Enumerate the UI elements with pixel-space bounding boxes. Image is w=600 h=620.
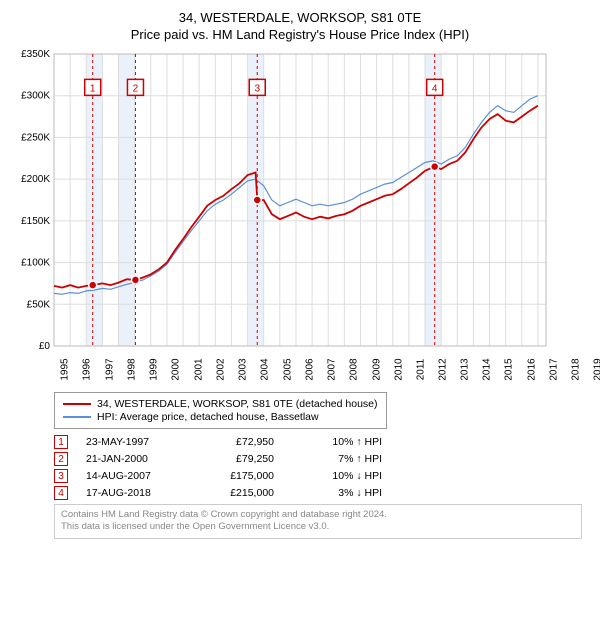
chart-title-2: Price paid vs. HM Land Registry's House …	[12, 27, 588, 42]
svg-text:3: 3	[254, 83, 260, 94]
legend-label: HPI: Average price, detached house, Bass…	[97, 411, 319, 423]
sale-price: £72,950	[204, 436, 274, 448]
sale-pct-vs-hpi: 10% ↑ HPI	[292, 436, 382, 448]
sale-date: 17-AUG-2018	[86, 487, 186, 499]
x-tick-label: 1999	[143, 350, 165, 388]
x-tick-label: 1998	[121, 350, 143, 388]
svg-text:£350K: £350K	[21, 50, 50, 60]
sale-row: 3 14-AUG-2007 £175,000 10% ↓ HPI	[54, 469, 582, 483]
line-chart-svg: £0 £50K £100K £150K £200K £250K £300K £350K 1 2 3 4	[12, 50, 552, 350]
chart-plot: £0 £50K £100K £150K £200K £250K £300K £350K 1 2 3 4…	[12, 50, 588, 388]
legend-item: HPI: Average price, detached house, Bass…	[63, 411, 378, 423]
x-tick-label: 2003	[232, 350, 254, 388]
x-tick-label: 2014	[476, 350, 498, 388]
sale-row: 2 21-JAN-2000 £79,250 7% ↑ HPI	[54, 452, 582, 466]
sale-date: 23-MAY-1997	[86, 436, 186, 448]
x-tick-label: 2013	[454, 350, 476, 388]
chart-title-1: 34, WESTERDALE, WORKSOP, S81 0TE	[12, 10, 588, 25]
sale-price: £175,000	[204, 470, 274, 482]
x-tick-label: 2015	[498, 350, 520, 388]
sale-marker-box: 1	[54, 435, 68, 449]
x-tick-label: 2002	[210, 350, 232, 388]
data-attribution-footer: Contains HM Land Registry data © Crown c…	[54, 504, 582, 539]
x-tick-label: 1995	[54, 350, 76, 388]
x-tick-label: 2010	[388, 350, 410, 388]
svg-text:£200K: £200K	[21, 174, 50, 185]
svg-text:£50K: £50K	[27, 299, 51, 310]
svg-text:2: 2	[133, 83, 139, 94]
x-tick-label: 2016	[521, 350, 543, 388]
sale-pct-vs-hpi: 3% ↓ HPI	[292, 487, 382, 499]
x-tick-label: 2012	[432, 350, 454, 388]
x-tick-label: 2005	[277, 350, 299, 388]
footer-line-2: This data is licensed under the Open Gov…	[61, 521, 575, 533]
x-tick-label: 2008	[343, 350, 365, 388]
x-tick-label: 1996	[76, 350, 98, 388]
x-tick-label: 2007	[321, 350, 343, 388]
x-tick-label: 2000	[165, 350, 187, 388]
legend-swatch	[63, 403, 91, 405]
sale-price: £215,000	[204, 487, 274, 499]
footer-line-1: Contains HM Land Registry data © Crown c…	[61, 509, 575, 521]
svg-text:£0: £0	[39, 341, 51, 350]
svg-text:4: 4	[432, 83, 438, 94]
x-tick-label: 2019	[587, 350, 600, 388]
x-tick-label: 2017	[543, 350, 565, 388]
sale-marker-box: 4	[54, 486, 68, 500]
sales-table: 1 23-MAY-1997 £72,950 10% ↑ HPI 2 21-JAN…	[54, 435, 582, 500]
x-axis-labels: 1995199619971998199920002001200220032004…	[54, 350, 582, 388]
sale-row: 1 23-MAY-1997 £72,950 10% ↑ HPI	[54, 435, 582, 449]
sale-marker-box: 2	[54, 452, 68, 466]
x-tick-label: 2006	[299, 350, 321, 388]
sale-price: £79,250	[204, 453, 274, 465]
sale-date: 14-AUG-2007	[86, 470, 186, 482]
svg-text:£150K: £150K	[21, 216, 50, 227]
svg-text:£100K: £100K	[21, 258, 50, 269]
sale-row: 4 17-AUG-2018 £215,000 3% ↓ HPI	[54, 486, 582, 500]
sale-pct-vs-hpi: 10% ↓ HPI	[292, 470, 382, 482]
sale-pct-vs-hpi: 7% ↑ HPI	[292, 453, 382, 465]
x-tick-label: 2004	[254, 350, 276, 388]
x-tick-label: 2018	[565, 350, 587, 388]
x-tick-label: 2011	[410, 350, 432, 388]
legend-item: 34, WESTERDALE, WORKSOP, S81 0TE (detach…	[63, 398, 378, 410]
chart-legend: 34, WESTERDALE, WORKSOP, S81 0TE (detach…	[54, 392, 387, 429]
svg-text:£250K: £250K	[21, 132, 50, 143]
x-tick-label: 2009	[366, 350, 388, 388]
legend-swatch	[63, 416, 91, 417]
x-tick-label: 2001	[188, 350, 210, 388]
x-tick-label: 1997	[99, 350, 121, 388]
svg-text:1: 1	[90, 83, 96, 94]
sale-date: 21-JAN-2000	[86, 453, 186, 465]
legend-label: 34, WESTERDALE, WORKSOP, S81 0TE (detach…	[97, 398, 378, 410]
sale-marker-box: 3	[54, 469, 68, 483]
svg-text:£300K: £300K	[21, 91, 50, 102]
